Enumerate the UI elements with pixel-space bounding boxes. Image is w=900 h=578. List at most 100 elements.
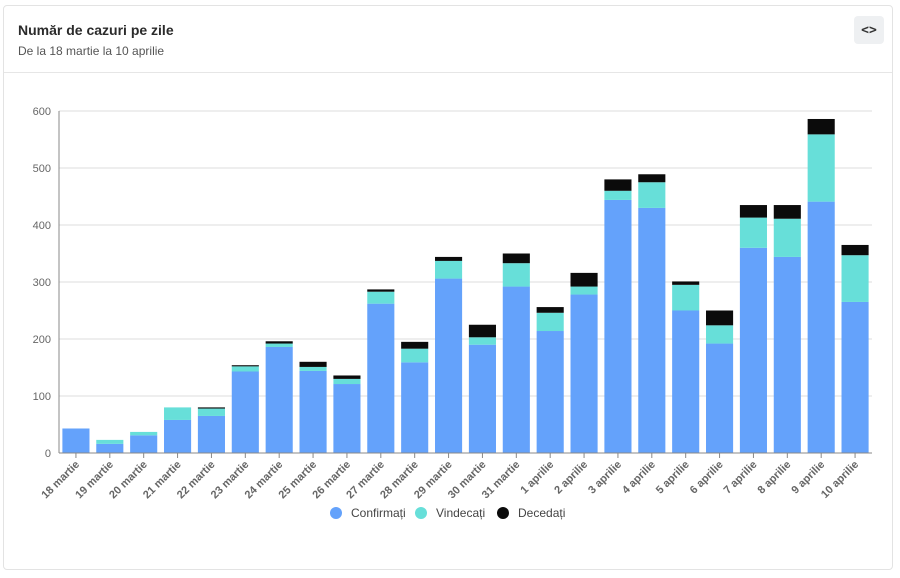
bar-decedati: Decedați: 9: [299, 361, 327, 367]
bar-confirmati: Confirmați: 65: [197, 415, 225, 453]
bar-confirmati: Confirmați: 144: [299, 370, 327, 453]
bar-vindecati: Vindecați: 6: [130, 431, 158, 436]
legend-marker: [330, 507, 342, 519]
x-tick-label: 2 aprilie: [552, 459, 590, 497]
bar-decedati: Decedați: 12: [401, 341, 429, 349]
bar-confirmati: Confirmați: 262: [367, 303, 395, 453]
bar-vindecati: Vindecați: 41: [502, 263, 530, 287]
legend-item-decedati: Decedați: [497, 506, 565, 520]
x-tick-label: 1 aprilie: [518, 459, 556, 497]
y-tick-label: 0: [45, 448, 51, 460]
bar-decedati: Decedați: 24: [773, 205, 801, 219]
bar-vindecati: Vindecați: 22: [164, 407, 192, 420]
bar-decedati: Decedați: 22: [739, 205, 767, 218]
bar-vindecati: Vindecați: 13: [468, 337, 496, 345]
bar-decedati: Decedați: 2: [197, 407, 225, 409]
bar-vindecati: Vindecați: 21: [367, 291, 395, 304]
x-tick-label: 6 aprilie: [688, 459, 726, 497]
bar-vindecati: Vindecați: 13: [197, 408, 225, 416]
bar-confirmati: Confirmați: 306: [435, 278, 463, 453]
bar-confirmati: Confirmați: 159: [401, 362, 429, 453]
bar-decedati: Decedați: 26: [706, 310, 734, 326]
y-tick-label: 200: [33, 334, 51, 346]
bar-decedati: Decedați: 20: [604, 179, 632, 191]
x-tick-label: 5 aprilie: [654, 459, 692, 497]
bar-confirmati: Confirmați: 214: [536, 331, 564, 453]
bar-confirmati: Confirmați: 121: [333, 384, 361, 453]
bar-confirmati: Confirmați: 444: [604, 199, 632, 453]
y-tick-label: 500: [33, 163, 51, 175]
bar-decedati: Decedați: 10: [536, 307, 564, 313]
bar-decedati: Decedați: 2: [231, 365, 259, 367]
legend-label: Vindecați: [436, 506, 485, 520]
y-tick-label: 600: [33, 106, 51, 118]
card-header: Număr de cazuri pe zile De la 18 martie …: [4, 6, 892, 73]
bar-confirmati: Confirmați: 192: [706, 343, 734, 453]
bar-decedati: Decedați: 6: [333, 375, 361, 379]
bar-vindecati: Vindecați: 67: [773, 218, 801, 257]
x-tick-label: 3 aprilie: [586, 459, 624, 497]
bar-decedati: Decedați: 18: [841, 244, 869, 256]
chart-subtitle: De la 18 martie la 10 aprilie: [18, 44, 165, 58]
bar-vindecati: Vindecați: 6: [265, 343, 293, 347]
bar-confirmati: Confirmați: 344: [773, 256, 801, 453]
bar-confirmati: Confirmați: 43: [62, 428, 90, 453]
bar-layer: Confirmați: 43Confirmați: 16Vindecați: 7…: [62, 118, 869, 453]
bar-vindecati: Vindecați: 82: [841, 255, 869, 302]
bar-decedati: Decedați: 4: [367, 289, 395, 292]
bar-vindecati: Vindecați: 32: [706, 325, 734, 344]
bar-vindecati: Vindecați: 9: [333, 378, 361, 385]
code-icon: <>: [861, 22, 877, 38]
bar-vindecati: Vindecați: 24: [401, 348, 429, 363]
y-tick-label: 400: [33, 220, 51, 232]
bar-confirmati: Confirmați: 441: [807, 201, 835, 453]
y-tick-label: 300: [33, 277, 51, 289]
bar-vindecati: Vindecați: 45: [638, 182, 666, 208]
bar-confirmati: Confirmați: 265: [841, 301, 869, 453]
bar-vindecati: Vindecați: 7: [299, 366, 327, 371]
legend-label: Decedați: [518, 506, 565, 520]
x-tick-label: 8 aprilie: [756, 459, 794, 497]
legend-marker: [497, 507, 509, 519]
bar-vindecati: Vindecați: 32: [536, 312, 564, 332]
legend-item-vindecati: Vindecați: [415, 506, 485, 520]
bar-decedati: Decedați: 4: [265, 341, 293, 344]
bar-decedati: Decedați: 24: [570, 272, 598, 287]
bar-confirmati: Confirmați: 16: [96, 443, 124, 453]
bar-confirmati: Confirmați: 190: [468, 344, 496, 453]
bar-confirmati: Confirmați: 186: [265, 346, 293, 453]
bar-confirmati: Confirmați: 58: [164, 419, 192, 453]
legend: Confirmați Vindecați Decedați: [330, 506, 565, 520]
bar-vindecati: Vindecați: 31: [435, 260, 463, 279]
chart-title: Număr de cazuri pe zile: [18, 22, 174, 38]
bar-vindecati: Vindecați: 14: [570, 286, 598, 295]
bar-decedati: Decedați: 6: [672, 281, 700, 285]
bar-confirmati: Confirmați: 143: [231, 371, 259, 453]
bar-decedati: Decedați: 27: [807, 118, 835, 135]
embed-code-button[interactable]: <>: [854, 16, 884, 44]
x-tick-label: 10 aprilie: [819, 459, 861, 501]
bar-vindecati: Vindecați: 7: [96, 439, 124, 444]
bar-decedati: Decedați: 22: [468, 324, 496, 338]
bar-decedati: Decedați: 17: [502, 253, 530, 264]
bar-decedati: Decedați: 14: [638, 174, 666, 183]
legend-item-confirmati: Confirmați: [330, 506, 406, 520]
y-tick-label: 100: [33, 391, 51, 403]
bar-vindecati: Vindecați: 53: [739, 217, 767, 248]
bar-decedati: Decedați: 7: [435, 256, 463, 261]
bar-confirmati: Confirmați: 360: [739, 247, 767, 453]
bar-vindecati: Vindecați: 118: [807, 134, 835, 202]
x-tick-label: 4 aprilie: [620, 459, 658, 497]
legend-label: Confirmați: [351, 506, 406, 520]
bar-confirmati: Confirmați: 278: [570, 294, 598, 453]
bar-vindecati: Vindecați: 16: [604, 190, 632, 200]
bar-confirmati: Confirmați: 250: [672, 310, 700, 453]
bar-confirmati: Confirmați: 430: [638, 207, 666, 453]
bar-vindecati: Vindecați: 9: [231, 366, 259, 372]
bar-confirmati: Confirmați: 292: [502, 286, 530, 453]
legend-marker: [415, 507, 427, 519]
bar-vindecati: Vindecați: 45: [672, 284, 700, 311]
x-tick-label: 7 aprilie: [722, 459, 760, 497]
bar-confirmati: Confirmați: 31: [130, 435, 158, 453]
